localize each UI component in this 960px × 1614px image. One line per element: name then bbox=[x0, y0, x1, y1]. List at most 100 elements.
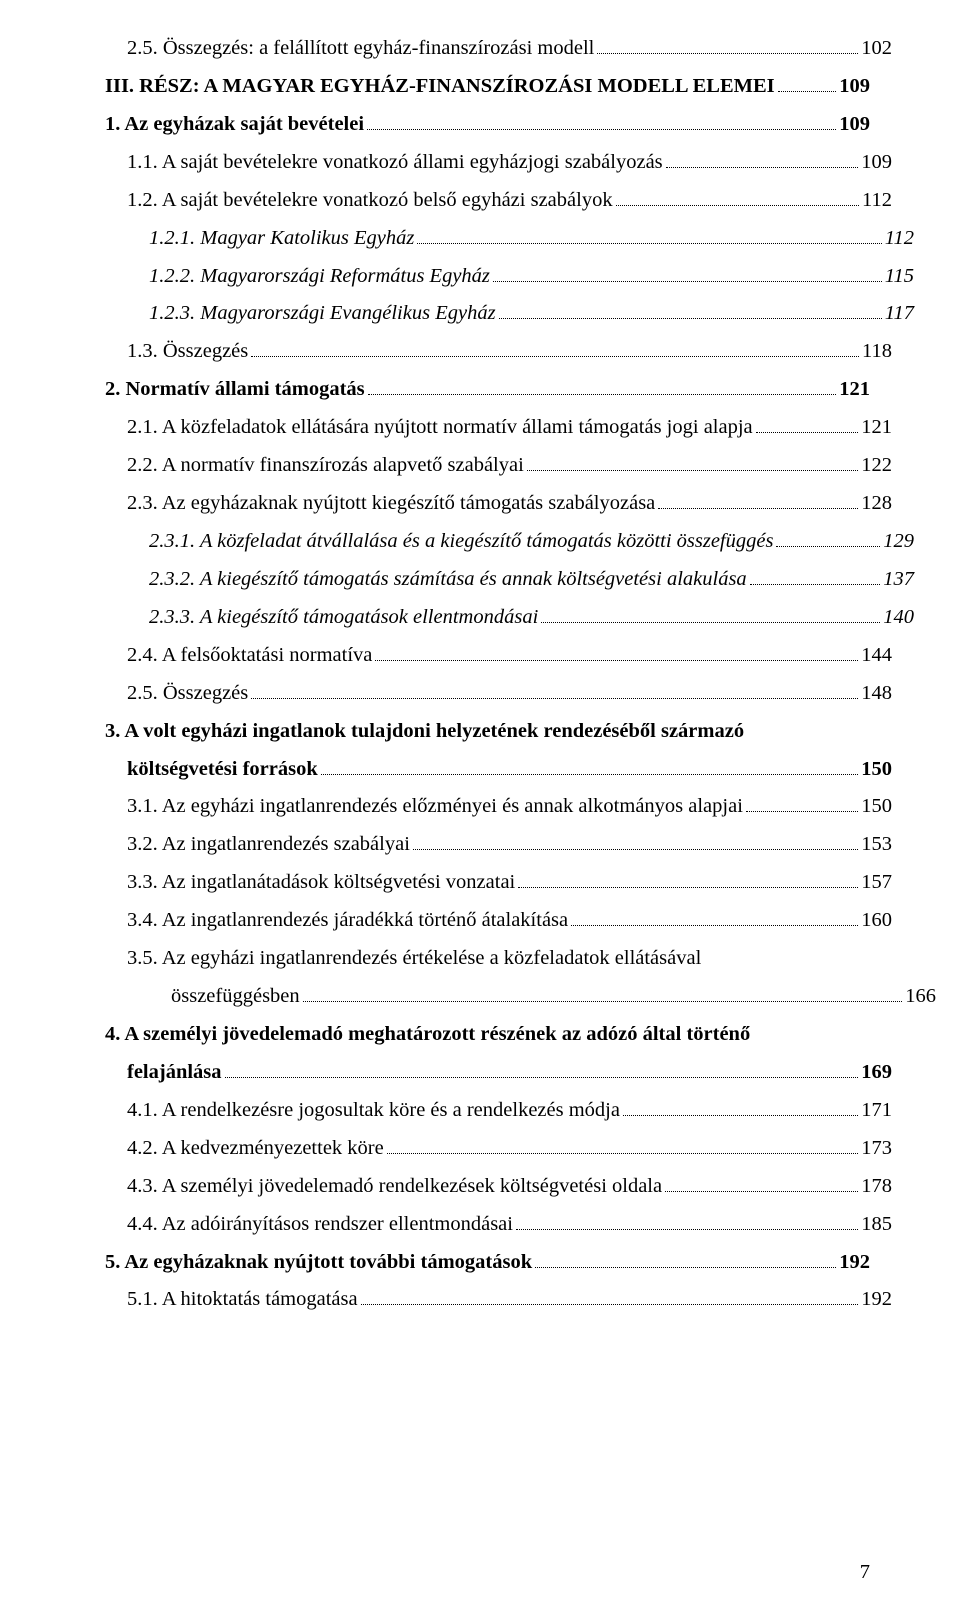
toc-leader bbox=[778, 75, 837, 92]
toc-entry-page: 150 bbox=[861, 788, 892, 826]
toc-entry-text: 4.4. Az adóirányításos rendszer ellentmo… bbox=[127, 1206, 513, 1244]
toc-entry: 2.1. A közfeladatok ellátására nyújtott … bbox=[105, 409, 892, 447]
toc-entry-page: 144 bbox=[861, 637, 892, 675]
toc-leader bbox=[665, 1174, 858, 1191]
toc-leader bbox=[368, 378, 837, 395]
toc-entry-page: 118 bbox=[862, 333, 892, 371]
toc-entry-page: 140 bbox=[883, 599, 914, 637]
table-of-contents: 2.5. Összegzés: a felállított egyház-fin… bbox=[105, 30, 870, 1319]
toc-entry: 4.1. A rendelkezésre jogosultak köre és … bbox=[105, 1092, 892, 1130]
toc-leader bbox=[666, 150, 859, 167]
toc-entry-page: 153 bbox=[861, 826, 892, 864]
toc-entry-page: 192 bbox=[861, 1281, 892, 1319]
toc-entry: 1.2. A saját bevételekre vonatkozó belső… bbox=[105, 182, 892, 220]
toc-entry-text: 2.3. Az egyházaknak nyújtott kiegészítő … bbox=[127, 485, 655, 523]
toc-leader bbox=[516, 1212, 858, 1229]
toc-entry: 4.2. A kedvezményezettek köre 173 bbox=[105, 1130, 892, 1168]
toc-entry-page: 157 bbox=[861, 864, 892, 902]
toc-leader bbox=[367, 112, 836, 129]
toc-entry-text: 2.4. A felsőoktatási normatíva bbox=[127, 637, 372, 675]
toc-entry-text: 2.2. A normatív finanszírozás alapvető s… bbox=[127, 447, 524, 485]
toc-entry: 1.2.3. Magyarországi Evangélikus Egyház1… bbox=[105, 295, 914, 333]
toc-entry-text: összefüggésben bbox=[171, 978, 300, 1016]
toc-leader bbox=[225, 1061, 859, 1078]
toc-leader bbox=[623, 1098, 858, 1115]
toc-leader bbox=[750, 568, 881, 585]
toc-entry-text: 2.5. Összegzés: a felállított egyház-fin… bbox=[127, 30, 594, 68]
toc-entry: 2. Normatív állami támogatás121 bbox=[105, 371, 870, 409]
toc-entry: 2.5. Összegzés 148 bbox=[105, 675, 892, 713]
toc-entry-text: 2.3.2. A kiegészítő támogatás számítása … bbox=[149, 561, 747, 599]
toc-leader bbox=[251, 340, 859, 357]
toc-leader bbox=[527, 454, 858, 471]
toc-entry-text: 2.3.1. A közfeladat átvállalása és a kie… bbox=[149, 523, 773, 561]
toc-entry: 3.3. Az ingatlanátadások költségvetési v… bbox=[105, 864, 892, 902]
toc-leader bbox=[597, 37, 858, 54]
toc-leader bbox=[535, 1250, 836, 1267]
toc-leader bbox=[251, 681, 858, 698]
toc-entry-text: 4.2. A kedvezményezettek köre bbox=[127, 1130, 384, 1168]
toc-leader bbox=[499, 302, 882, 319]
toc-entry-text: 3.2. Az ingatlanrendezés szabályai bbox=[127, 826, 410, 864]
toc-entry-text: felajánlása bbox=[127, 1054, 222, 1092]
toc-entry-text: 2.1. A közfeladatok ellátására nyújtott … bbox=[127, 409, 753, 447]
toc-entry-text: 2.3.3. A kiegészítő támogatások ellentmo… bbox=[149, 599, 538, 637]
toc-entry-page: 173 bbox=[861, 1130, 892, 1168]
toc-leader bbox=[541, 605, 880, 622]
toc-entry-page: 115 bbox=[885, 258, 914, 296]
toc-entry-page: 178 bbox=[861, 1168, 892, 1206]
toc-entry: III. RÉSZ: A MAGYAR EGYHÁZ-FINANSZÍROZÁS… bbox=[105, 68, 870, 106]
toc-entry: 5.1. A hitoktatás támogatása 192 bbox=[105, 1281, 892, 1319]
toc-entry-page: 166 bbox=[905, 978, 936, 1016]
toc-leader bbox=[413, 833, 858, 850]
toc-entry: 3.4. Az ingatlanrendezés járadékká törté… bbox=[105, 902, 892, 940]
toc-leader bbox=[417, 226, 881, 243]
toc-entry: 4.3. A személyi jövedelemadó rendelkezés… bbox=[105, 1168, 892, 1206]
toc-entry-text: 5. Az egyházaknak nyújtott további támog… bbox=[105, 1244, 532, 1282]
toc-entry-text: 1.2.3. Magyarországi Evangélikus Egyház bbox=[149, 295, 496, 333]
toc-entry-page: 169 bbox=[861, 1054, 892, 1092]
toc-entry-page: 192 bbox=[839, 1244, 870, 1282]
toc-entry-page: 122 bbox=[861, 447, 892, 485]
toc-leader bbox=[518, 871, 858, 888]
toc-entry-text: 4.3. A személyi jövedelemadó rendelkezés… bbox=[127, 1168, 662, 1206]
toc-entry: 2.5. Összegzés: a felállított egyház-fin… bbox=[105, 30, 892, 68]
toc-leader bbox=[303, 985, 903, 1002]
toc-entry: 3.2. Az ingatlanrendezés szabályai 153 bbox=[105, 826, 892, 864]
toc-entry: 5. Az egyházaknak nyújtott további támog… bbox=[105, 1244, 870, 1282]
toc-entry-page: 121 bbox=[861, 409, 892, 447]
toc-entry-text: 2. Normatív állami támogatás bbox=[105, 371, 365, 409]
toc-entry-page: 109 bbox=[839, 106, 870, 144]
toc-leader bbox=[756, 416, 859, 433]
toc-entry-page: 109 bbox=[839, 68, 870, 106]
toc-entry-text: 1.1. A saját bevételekre vonatkozó állam… bbox=[127, 144, 663, 182]
toc-entry-wrap: 4. A személyi jövedelemadó meghatározott… bbox=[105, 1016, 870, 1054]
toc-entry-page: 109 bbox=[861, 144, 892, 182]
toc-entry-page: 137 bbox=[883, 561, 914, 599]
toc-entry-text: 2.5. Összegzés bbox=[127, 675, 248, 713]
toc-leader bbox=[658, 492, 858, 509]
toc-entry-page: 112 bbox=[885, 220, 914, 258]
toc-leader bbox=[375, 643, 858, 660]
toc-leader bbox=[361, 1288, 859, 1305]
toc-leader bbox=[571, 909, 858, 926]
toc-entry-page: 185 bbox=[861, 1206, 892, 1244]
toc-leader bbox=[321, 757, 859, 774]
toc-entry: 2.4. A felsőoktatási normatíva 144 bbox=[105, 637, 892, 675]
toc-entry: 2.3.1. A közfeladat átvállalása és a kie… bbox=[105, 523, 914, 561]
toc-entry-text: 1.3. Összegzés bbox=[127, 333, 248, 371]
toc-entry-text: 3.3. Az ingatlanátadások költségvetési v… bbox=[127, 864, 515, 902]
toc-leader bbox=[776, 530, 880, 547]
toc-entry: 3.1. Az egyházi ingatlanrendezés előzmén… bbox=[105, 788, 892, 826]
toc-leader bbox=[387, 1136, 859, 1153]
toc-entry-text: 4.1. A rendelkezésre jogosultak köre és … bbox=[127, 1092, 620, 1130]
toc-entry-page: 129 bbox=[883, 523, 914, 561]
toc-entry-text: 5.1. A hitoktatás támogatása bbox=[127, 1281, 358, 1319]
toc-entry-text: költségvetési források bbox=[127, 751, 318, 789]
toc-entry-page: 148 bbox=[861, 675, 892, 713]
toc-entry: összefüggésben 166 bbox=[105, 978, 936, 1016]
toc-entry: 1.2.1. Magyar Katolikus Egyház112 bbox=[105, 220, 914, 258]
toc-entry: felajánlása 169 bbox=[105, 1054, 892, 1092]
toc-entry-page: 160 bbox=[861, 902, 892, 940]
toc-entry: 2.3. Az egyházaknak nyújtott kiegészítő … bbox=[105, 485, 892, 523]
